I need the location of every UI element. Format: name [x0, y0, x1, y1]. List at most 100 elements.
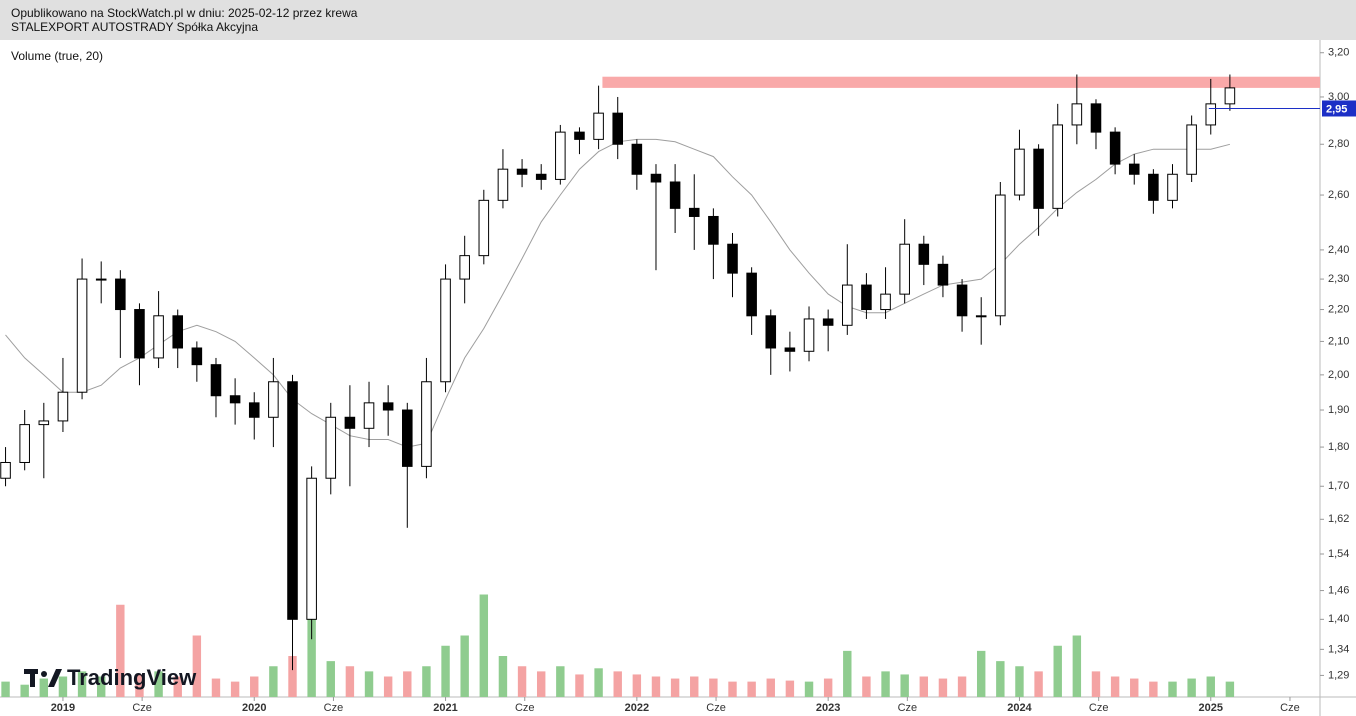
volume-bar — [1225, 681, 1235, 697]
volume-bar — [192, 635, 202, 697]
candle-body — [1090, 103, 1102, 133]
x-tick-label: 2019 — [51, 702, 75, 714]
header: Opublikowano na StockWatch.pl w dniu: 20… — [0, 0, 1356, 40]
y-tick-label: 2,20 — [1328, 303, 1349, 315]
candle-body — [765, 315, 777, 349]
volume-bar — [250, 676, 259, 697]
candle-body — [574, 131, 585, 140]
y-tick-label: 1,29 — [1328, 669, 1349, 681]
candle-body — [0, 461, 11, 479]
candle-body — [631, 143, 643, 175]
volume-bar — [613, 671, 622, 697]
volume-bar — [517, 666, 527, 697]
logo-glyph — [41, 671, 47, 677]
y-tick-label: 1,90 — [1328, 404, 1349, 416]
volume-bar — [1091, 671, 1101, 697]
volume-bar — [976, 650, 986, 697]
x-tick-label: 2025 — [1199, 702, 1223, 714]
volume-bar — [556, 666, 565, 697]
x-tick-label: Cze — [1089, 702, 1109, 714]
candle-body — [880, 293, 891, 311]
volume-bar — [135, 674, 144, 697]
y-tick-label: 1,46 — [1328, 584, 1349, 596]
candle-body — [803, 318, 815, 352]
moving-average — [5, 138, 1231, 448]
publish-note: Opublikowano na StockWatch.pl w dniu: 20… — [11, 6, 358, 20]
candle-body — [210, 364, 222, 397]
volume-bar — [345, 666, 355, 697]
candle-body — [134, 309, 145, 359]
candle-body — [1128, 163, 1140, 175]
x-tick-label: Cze — [324, 702, 344, 714]
volume-bar — [651, 676, 661, 697]
y-tick-label: 2,40 — [1328, 244, 1349, 256]
candle-body — [995, 194, 1006, 317]
candle-body — [899, 243, 910, 295]
candle-body — [229, 395, 241, 404]
candle-body — [1148, 173, 1159, 201]
volume-bar — [957, 676, 967, 697]
candle-body — [516, 168, 528, 175]
volume-bar — [441, 645, 450, 697]
volume-bar — [1168, 681, 1177, 697]
x-tick-label: 2024 — [1007, 702, 1032, 714]
volume-bar — [364, 671, 374, 697]
candle-body — [1071, 103, 1083, 126]
y-tick-label: 2,30 — [1328, 273, 1349, 285]
y-tick-label: 3,00 — [1328, 91, 1349, 103]
volume-bar — [1072, 635, 1082, 697]
instrument-name: STALEXPORT AUTOSTRADY Spółka Akcyjna — [11, 20, 258, 34]
price-label-box — [1322, 100, 1356, 117]
volume-bar — [116, 604, 125, 697]
volume-bar — [1149, 681, 1158, 697]
y-tick-label: 1,62 — [1328, 513, 1349, 525]
candle-body — [38, 420, 50, 426]
candle-body — [440, 278, 451, 383]
volume-bar — [709, 678, 718, 697]
volume-bar — [996, 661, 1005, 697]
candle-body — [95, 278, 107, 281]
volume-bar — [536, 671, 546, 697]
candle-body — [306, 477, 317, 620]
volume-bar — [900, 674, 909, 697]
candle-body — [650, 173, 662, 183]
candle-body — [861, 284, 872, 311]
volume-bar — [173, 676, 182, 697]
candle-body — [76, 278, 88, 393]
volume-bar — [766, 678, 775, 697]
y-tick-label: 1,70 — [1328, 480, 1349, 492]
x-tick-label: 2021 — [433, 702, 457, 714]
candle-body — [842, 284, 853, 326]
candle-body — [1052, 124, 1064, 209]
logo-glyph — [48, 669, 62, 687]
volume-bar — [1, 681, 10, 697]
candle-body — [497, 168, 509, 201]
volume-bar — [154, 671, 163, 697]
volume-bar — [919, 676, 929, 697]
x-tick-label: Cze — [706, 702, 726, 714]
candle-body — [382, 402, 394, 411]
volume-bar — [422, 666, 431, 697]
volume-bar — [39, 678, 49, 697]
x-tick-label: Cze — [515, 702, 535, 714]
volume-bar — [230, 681, 240, 697]
candle-body — [402, 409, 413, 467]
candle-body — [1205, 103, 1217, 126]
volume-bar — [77, 671, 87, 697]
candle-body — [325, 416, 337, 479]
volume-bar — [1130, 678, 1139, 697]
volume-bar — [383, 676, 393, 697]
candle-body — [593, 112, 604, 140]
candle-body — [115, 278, 126, 311]
volume-bar — [1206, 676, 1215, 697]
candle-body — [459, 255, 470, 280]
x-tick-label: 2020 — [242, 702, 266, 714]
candle-body — [1033, 148, 1044, 209]
candle-body — [669, 181, 681, 209]
logo: TradingView — [24, 665, 197, 690]
candle-body — [708, 215, 719, 245]
candle-body — [975, 315, 987, 318]
candle-body — [363, 402, 375, 429]
volume-bar — [938, 678, 948, 697]
volume-bar — [1187, 678, 1196, 697]
